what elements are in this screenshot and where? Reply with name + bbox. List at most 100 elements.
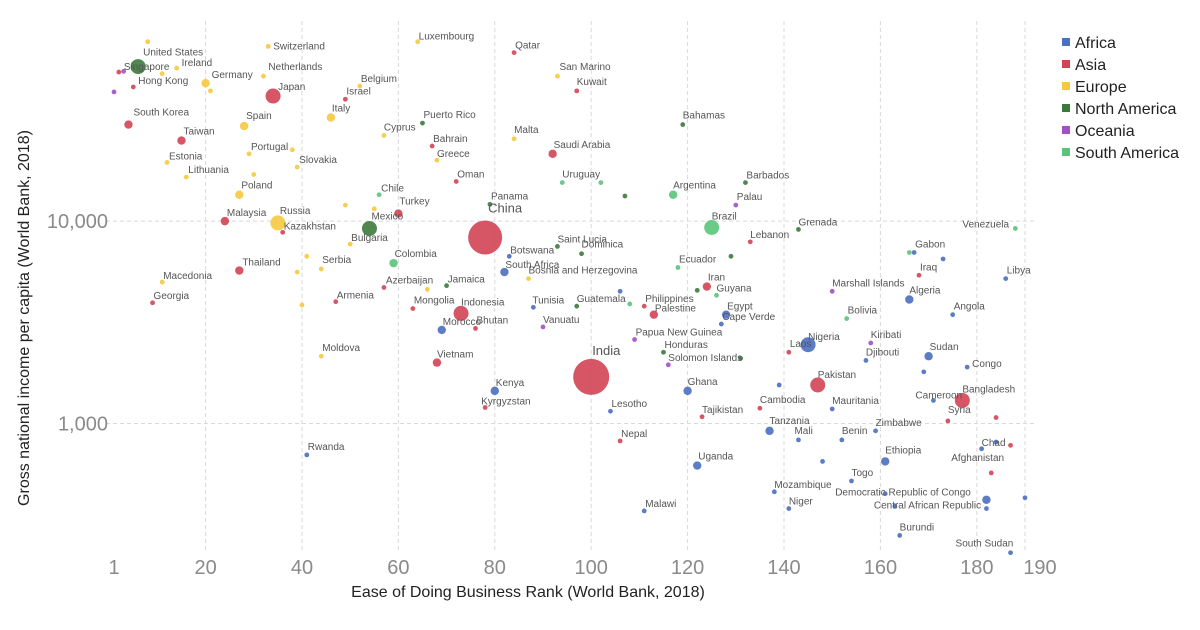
point-label: Bhutan <box>477 315 509 326</box>
data-point <box>246 151 252 157</box>
point-label: Taiwan <box>183 127 214 138</box>
point-label: Tunisia <box>532 295 564 306</box>
point-label: Venezuela <box>962 219 1009 230</box>
data-point <box>434 157 440 163</box>
data-point <box>665 362 671 368</box>
legend-label: Africa <box>1075 35 1116 52</box>
data-point <box>1008 550 1013 556</box>
data-point <box>954 392 970 408</box>
point-label: Saudi Arabia <box>554 140 611 151</box>
legend-label: Asia <box>1075 57 1106 74</box>
point-label: Georgia <box>154 291 190 302</box>
data-point <box>453 305 469 321</box>
point-label: Malaysia <box>227 208 267 219</box>
point-label: Kiribati <box>871 330 902 341</box>
data-point <box>342 96 348 102</box>
point-label: Ireland <box>182 58 213 69</box>
data-point <box>318 353 324 359</box>
point-label: Ethiopia <box>885 445 922 456</box>
point-label: Grenada <box>798 217 837 228</box>
data-point <box>693 461 702 470</box>
point-label: Bahrain <box>433 134 467 145</box>
data-point <box>333 299 339 305</box>
point-label: Palestine <box>655 304 697 315</box>
data-point <box>121 68 127 74</box>
data-point <box>931 398 936 403</box>
data-point <box>906 250 912 255</box>
legend-swatch <box>1062 38 1070 46</box>
point-label: Panama <box>491 191 529 202</box>
data-point <box>916 272 922 278</box>
data-point <box>526 276 531 282</box>
point-label: Niger <box>789 497 814 508</box>
data-point <box>617 288 623 294</box>
point-label: Bangladesh <box>962 384 1015 395</box>
data-point <box>111 89 117 95</box>
point-label: Angola <box>954 302 986 313</box>
point-label: Bosnia and Herzegovina <box>529 266 638 277</box>
data-point <box>800 337 816 353</box>
data-point <box>429 143 435 149</box>
data-point <box>598 180 604 185</box>
point-label: Portugal <box>251 142 288 153</box>
point-label: Poland <box>241 181 272 192</box>
data-point <box>627 301 633 307</box>
data-point <box>718 321 724 327</box>
point-label: Pakistan <box>818 370 856 381</box>
point-label: Guyana <box>717 283 752 294</box>
data-point <box>765 426 774 436</box>
point-label: Egypt <box>727 302 753 313</box>
legend-swatch <box>1062 126 1070 134</box>
point-label: Saint Lucia <box>557 234 607 245</box>
data-point <box>786 506 792 511</box>
data-point <box>1022 495 1028 501</box>
point-label: Russia <box>280 206 311 217</box>
point-label: Estonia <box>169 151 203 162</box>
legend-label: Oceania <box>1075 123 1135 140</box>
data-point <box>130 84 136 90</box>
data-point <box>574 88 580 94</box>
data-point <box>289 147 295 153</box>
data-point <box>796 227 801 232</box>
data-point <box>361 220 377 236</box>
point-label: Iran <box>708 273 725 284</box>
data-point <box>892 503 898 509</box>
data-point <box>964 364 970 370</box>
data-point <box>921 369 927 375</box>
point-label: Italy <box>332 104 350 115</box>
point-label: India <box>592 343 621 358</box>
data-point <box>304 253 310 259</box>
data-point <box>868 340 874 346</box>
data-point <box>299 302 305 308</box>
data-point <box>1012 226 1018 231</box>
point-label: Bolivia <box>848 306 878 317</box>
point-label: Morocco <box>443 317 482 328</box>
data-point <box>511 50 517 56</box>
point-label: Botswana <box>510 245 554 256</box>
data-point <box>829 288 835 294</box>
point-label: Gabon <box>915 239 945 250</box>
data-point <box>747 239 753 245</box>
data-point <box>1008 442 1013 448</box>
point-label: China <box>488 200 523 215</box>
point-label: Papua New Guinea <box>636 328 723 339</box>
x-tick-label: 180 <box>960 557 993 579</box>
data-point <box>863 358 869 363</box>
data-point <box>444 283 449 289</box>
data-point <box>371 206 377 212</box>
point-label: Djibouti <box>866 347 899 358</box>
x-axis-title: Ease of Doing Business Rank (World Bank,… <box>351 584 705 601</box>
data-point <box>145 39 151 45</box>
point-label: Brazil <box>712 211 737 222</box>
point-label: Burundi <box>900 522 934 533</box>
point-label: Honduras <box>664 340 707 351</box>
point-label: Uruguay <box>562 170 600 181</box>
x-tick-label: 100 <box>575 557 608 579</box>
data-point <box>270 215 286 231</box>
data-point <box>617 438 623 444</box>
data-point <box>721 310 731 319</box>
data-point <box>280 229 286 235</box>
point-label: Armenia <box>337 291 375 302</box>
point-label: Laos <box>790 339 812 350</box>
